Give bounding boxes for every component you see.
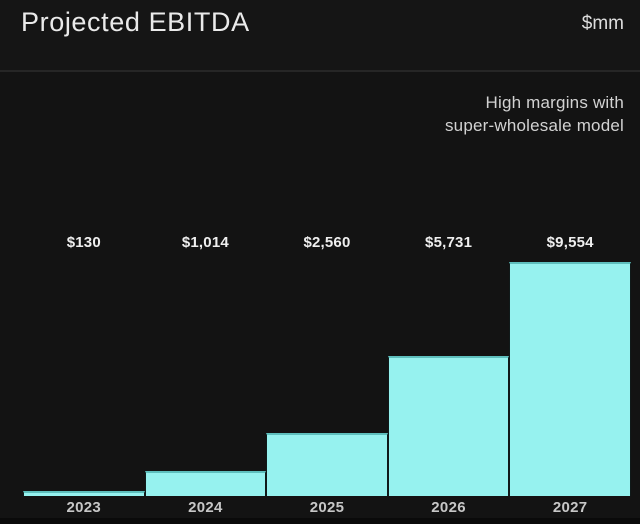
chart-title: Projected EBITDA	[21, 7, 250, 37]
value-label-2024: $1,014	[181, 234, 229, 251]
bar-column-2024	[144, 262, 267, 496]
x-axis-label-2024: 2024	[188, 499, 223, 516]
annotation-line-1: High margins with	[485, 93, 624, 112]
value-label-2026: $5,731	[425, 234, 473, 251]
bars-row	[23, 262, 631, 496]
bar-column-2027	[509, 262, 631, 496]
bar-2024	[144, 471, 267, 496]
annotation-line-2: super-wholesale model	[444, 116, 624, 135]
value-label-2023: $130	[66, 234, 101, 251]
value-label-2025: $2,560	[303, 234, 351, 251]
bar-2025	[266, 433, 388, 496]
x-axis-label-2025: 2025	[309, 499, 345, 516]
bar-2023	[23, 491, 145, 496]
x-axis-label-2023: 2023	[66, 499, 102, 516]
bar-column-2026	[387, 262, 510, 496]
slide-bottom-edge	[0, 518, 640, 524]
slide-header: Projected EBITDA $mm	[0, 0, 640, 70]
x-axis-label-2026: 2026	[431, 499, 466, 516]
bar-column-2025	[266, 262, 388, 496]
value-labels-row: $130 $1,014 $2,560 $5,731 $9,554	[23, 234, 631, 251]
bar-2026	[387, 355, 510, 496]
value-label-2027: $9,554	[546, 234, 594, 251]
bar-2027	[509, 262, 631, 496]
x-axis-label-2027: 2027	[552, 499, 588, 516]
chart-annotation: High margins with super-wholesale model	[445, 91, 624, 137]
bar-column-2023	[23, 262, 145, 496]
unit-label: $mm	[581, 13, 624, 34]
header-divider	[0, 70, 640, 72]
x-axis-labels-row: 2023 2024 2025 2026 2027	[23, 499, 631, 516]
